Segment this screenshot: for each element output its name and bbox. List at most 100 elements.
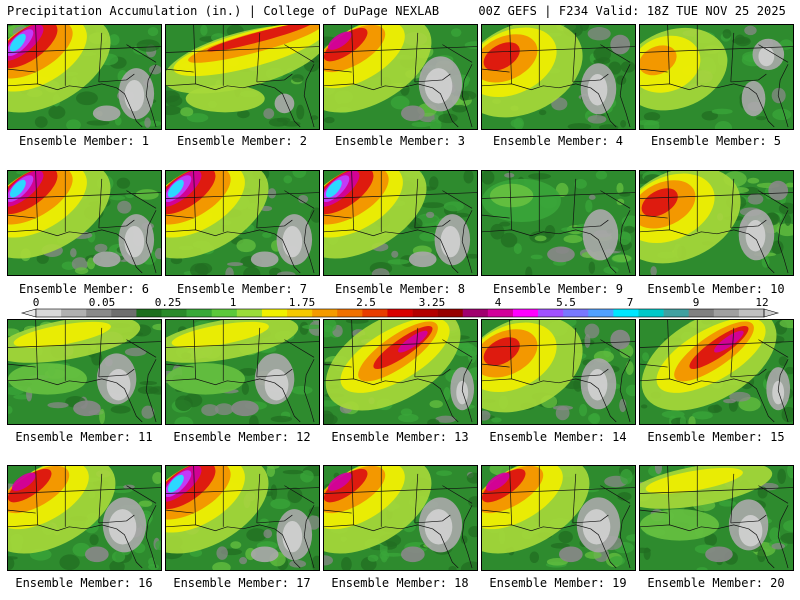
state-border (98, 514, 135, 524)
precip-contour (640, 45, 677, 76)
precip-contour (582, 509, 611, 545)
state-border (256, 219, 293, 229)
texture-blob (438, 113, 458, 124)
precip-contour (424, 509, 453, 545)
member-map-11 (7, 319, 162, 425)
texture-blob (266, 466, 276, 477)
precip-contour (587, 369, 608, 401)
state-border (640, 341, 793, 348)
state-border (256, 473, 261, 523)
state-border (432, 528, 459, 569)
texture-blob (270, 415, 293, 423)
texture-blob (504, 172, 515, 178)
state-border (509, 25, 512, 84)
precip-field (8, 25, 161, 129)
texture-blob (387, 259, 410, 265)
precip-contour (741, 80, 766, 117)
texture-blob (238, 367, 258, 376)
precip-field (8, 171, 161, 275)
precip-field (482, 171, 635, 275)
state-border (145, 359, 157, 423)
texture-blob (154, 248, 161, 260)
state-border (640, 68, 668, 73)
state-border (442, 190, 473, 209)
state-border (572, 514, 609, 524)
texture-blob (450, 28, 462, 37)
precip-contour (13, 321, 111, 348)
texture-blob (643, 547, 651, 560)
state-border (8, 68, 36, 73)
state-border (166, 46, 319, 53)
texture-blob (427, 418, 440, 424)
header-valid-time: 00Z GEFS | F234 Valid: 18Z TUE NOV 25 20… (478, 4, 786, 18)
state-border (572, 32, 577, 82)
state-border (256, 178, 261, 228)
texture-blob (459, 91, 470, 101)
colorbar-tick-label: 7 (627, 296, 634, 309)
state-border (600, 44, 631, 63)
precip-contour (8, 468, 52, 503)
colorbar-tick-label: 2.5 (356, 296, 376, 309)
state-border (590, 528, 617, 569)
texture-blob (595, 171, 608, 180)
state-border (482, 341, 635, 348)
state-border (116, 528, 143, 569)
texture-blob (282, 121, 301, 127)
state-border (324, 363, 352, 368)
member-map-19 (481, 465, 636, 571)
texture-blob (324, 116, 335, 124)
state-border (351, 25, 354, 84)
texture-blob (616, 182, 624, 194)
state-border (572, 327, 577, 377)
state-border (442, 339, 473, 358)
state-border (590, 233, 617, 274)
texture-blob (8, 556, 15, 570)
texture-blob (490, 223, 505, 240)
texture-blob (642, 352, 649, 362)
member-label: Ensemble Member: 20 (647, 576, 785, 590)
state-border (432, 233, 459, 274)
colorbar-tick-label: 12 (755, 296, 768, 309)
precip-contour (167, 179, 184, 198)
precip-field (324, 320, 477, 424)
texture-blob (371, 268, 390, 275)
state-border (414, 73, 451, 83)
texture-blob (499, 221, 511, 227)
texture-blob (8, 406, 13, 414)
member-map-15 (639, 319, 794, 425)
state-border (482, 83, 591, 91)
texture-blob (114, 116, 122, 126)
texture-blob (643, 112, 661, 121)
state-border (126, 485, 157, 504)
texture-blob (608, 61, 622, 75)
state-border (193, 171, 196, 230)
texture-blob (70, 248, 77, 258)
state-border (324, 214, 352, 219)
precip-contour (324, 468, 368, 503)
texture-blob (324, 413, 338, 424)
state-border (572, 473, 577, 523)
texture-blob (291, 385, 313, 395)
state-border (482, 363, 510, 368)
texture-blob (538, 109, 547, 116)
precip-contour (185, 84, 265, 113)
texture-blob (99, 408, 106, 424)
precip-contour (9, 179, 26, 198)
texture-blob (175, 395, 193, 411)
member-map-6 (7, 170, 162, 276)
state-border (166, 363, 194, 368)
state-border (303, 64, 315, 128)
precip-field (482, 466, 635, 570)
state-border (256, 368, 293, 378)
state-border (482, 192, 635, 199)
colorbar-swatch (387, 309, 413, 317)
state-border (35, 25, 38, 84)
texture-blob (612, 254, 632, 263)
texture-blob (136, 39, 161, 52)
texture-blob (466, 472, 477, 484)
precip-field (166, 171, 319, 275)
state-border (193, 25, 196, 84)
member-label: Ensemble Member: 16 (15, 576, 153, 590)
precip-contour (408, 251, 437, 268)
texture-blob (443, 387, 451, 401)
